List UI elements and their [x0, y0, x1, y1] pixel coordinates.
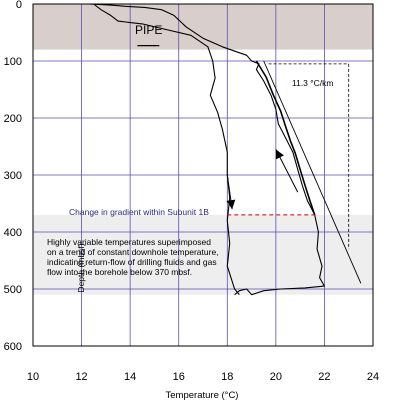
- temperature-profile-line-1: [88, 3, 325, 296]
- gradient-label: 11.3 °C/km: [292, 78, 334, 88]
- note-line-2: on a trend of constant downhole temperat…: [47, 247, 219, 257]
- y-tick-label: 500: [4, 284, 22, 296]
- x-tick-label: 22: [318, 371, 330, 383]
- x-tick-label: 18: [221, 371, 233, 383]
- y-tick-label: 300: [4, 170, 22, 182]
- x-tick-label: 10: [27, 371, 39, 383]
- x-axis-title: Temperature (°C): [166, 390, 239, 401]
- y-tick-label: 200: [4, 113, 22, 125]
- tick-labels: 10 12 14 16 18 20 22 24 0 100 200 300 400 500 600: [4, 0, 379, 383]
- plot-frame: [32, 3, 374, 347]
- flow-arrow-head-2: [275, 149, 284, 160]
- note-line-1: Highly variable temperatures superimpose…: [47, 237, 211, 247]
- temperature-profile-line-2: [93, 3, 240, 296]
- note-line-3: indicating return-flow of drilling fluid…: [47, 257, 217, 267]
- temperature-profile-line-3: [255, 60, 316, 216]
- y-tick-label: 600: [4, 341, 22, 353]
- gradient-fit-line: [263, 60, 362, 284]
- x-tick-label: 20: [270, 371, 282, 383]
- x-tick-label: 12: [75, 371, 87, 383]
- x-tick-label: 24: [367, 371, 379, 383]
- subunit-label: Change in gradient within Subunit 1B: [69, 207, 209, 217]
- series-layer: [88, 3, 325, 296]
- pipe-label: PIPE: [135, 23, 162, 37]
- y-tick-label: 400: [4, 227, 22, 239]
- x-tick-label: 14: [124, 371, 136, 383]
- variable-zone-band: [33, 214, 373, 295]
- note-line-4: flow into the borehole below 370 mbsf.: [47, 267, 192, 277]
- y-tick-label: 100: [4, 56, 22, 68]
- y-axis-title: Depth (mbsf): [76, 243, 86, 292]
- pipe-zone-band: [33, 4, 373, 50]
- annotation-layer: [137, 45, 362, 284]
- flow-arrow-head-1: [226, 199, 236, 210]
- y-tick-label: 0: [16, 0, 22, 11]
- background-bands: [33, 4, 373, 295]
- x-tick-label: 16: [173, 371, 185, 383]
